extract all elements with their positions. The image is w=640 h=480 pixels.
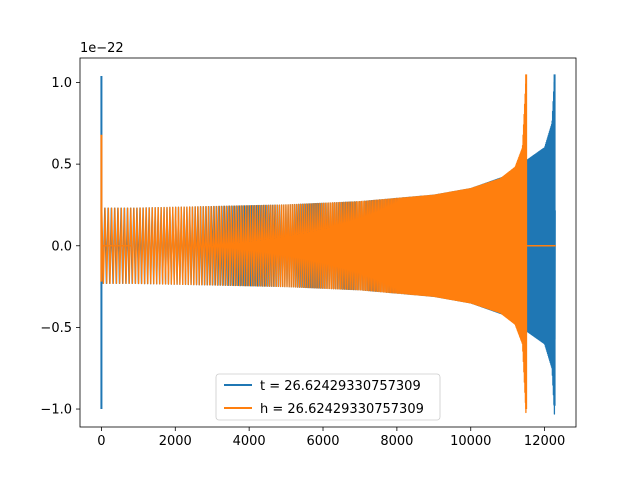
series-h (100, 74, 556, 414)
x-tick-label: 12000 (524, 434, 565, 449)
y-tick-label: 0.0 (51, 239, 72, 254)
y-tick-label: −0.5 (40, 321, 72, 336)
series-line-h (101, 79, 528, 414)
x-tick-label: 0 (97, 434, 105, 449)
plot-content (100, 74, 556, 415)
x-axis: 0 2000 4000 6000 8000 10000 12000 (97, 427, 565, 449)
legend-box (215, 373, 441, 421)
x-tick-label: 2000 (159, 434, 192, 449)
x-tick-label: 10000 (450, 434, 491, 449)
axes-frame (79, 57, 577, 428)
y-offset-label: 1e−22 (80, 41, 124, 56)
legend-label-t: t = 26.62429330757309 (260, 379, 421, 394)
y-tick-label: 1.0 (51, 76, 72, 91)
legend: t = 26.62429330757309 h = 26.62429330757… (215, 373, 441, 421)
x-tick-label: 6000 (306, 434, 339, 449)
legend-label-h: h = 26.62429330757309 (260, 402, 424, 417)
x-tick-label: 8000 (380, 434, 413, 449)
y-tick-label: 0.5 (51, 158, 72, 173)
y-tick-label: −1.0 (40, 403, 72, 418)
y-axis: −1.0 −0.5 0.0 0.5 1.0 (40, 76, 80, 418)
x-tick-label: 4000 (233, 434, 266, 449)
